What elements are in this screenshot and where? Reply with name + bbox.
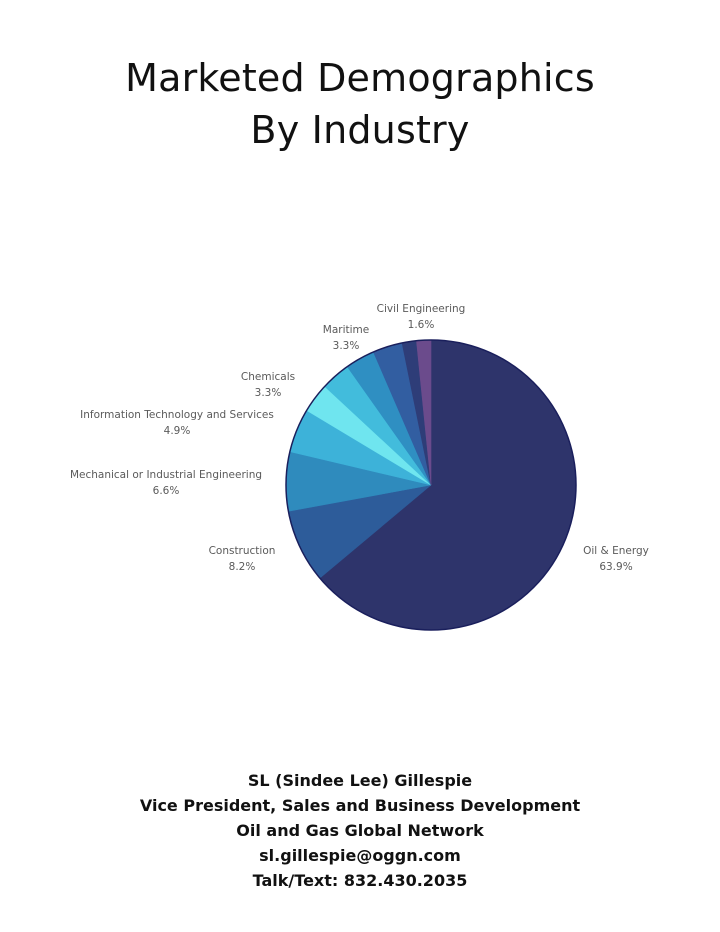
contact-company: Oil and Gas Global Network bbox=[236, 821, 484, 840]
slice-label-mechanical-or-industrial-engineering: Mechanical or Industrial Engineering bbox=[70, 469, 262, 481]
slice-percent-chemicals: 3.3% bbox=[255, 387, 282, 399]
slice-percent-maritime: 3.3% bbox=[333, 340, 360, 352]
slice-percent-information-technology-and-services: 4.9% bbox=[164, 425, 191, 437]
pie-outline bbox=[285, 339, 577, 631]
contact-email[interactable]: sl.gillespie@oggn.com bbox=[259, 846, 461, 865]
contact-role: Vice President, Sales and Business Devel… bbox=[139, 796, 581, 815]
slice-label-civil-engineering: Civil Engineering bbox=[377, 303, 466, 315]
chart-title-line-2: By Industry bbox=[250, 108, 470, 152]
slice-percent-construction: 8.2% bbox=[229, 561, 256, 573]
contact-name: SL (Sindee Lee) Gillespie bbox=[247, 771, 473, 790]
chart-title: Marketed Demographics By Industry bbox=[0, 52, 720, 156]
slice-percent-civil-engineering: 1.6% bbox=[408, 319, 435, 331]
contact-phone[interactable]: Talk/Text: 832.430.2035 bbox=[252, 871, 468, 890]
chart-title-line-1: Marketed Demographics bbox=[125, 56, 595, 100]
slice-percent-oil-and-energy: 63.9% bbox=[599, 561, 632, 573]
contact-block: SL (Sindee Lee) Gillespie Vice President… bbox=[0, 768, 720, 893]
slice-label-information-technology-and-services: Information Technology and Services bbox=[80, 409, 274, 421]
slice-percent-mechanical-or-industrial-engineering: 6.6% bbox=[153, 485, 180, 497]
slice-label-construction: Construction bbox=[209, 545, 276, 557]
slice-label-chemicals: Chemicals bbox=[241, 371, 295, 383]
slice-label-maritime: Maritime bbox=[323, 324, 369, 336]
slice-label-oil-and-energy: Oil & Energy bbox=[583, 545, 649, 557]
